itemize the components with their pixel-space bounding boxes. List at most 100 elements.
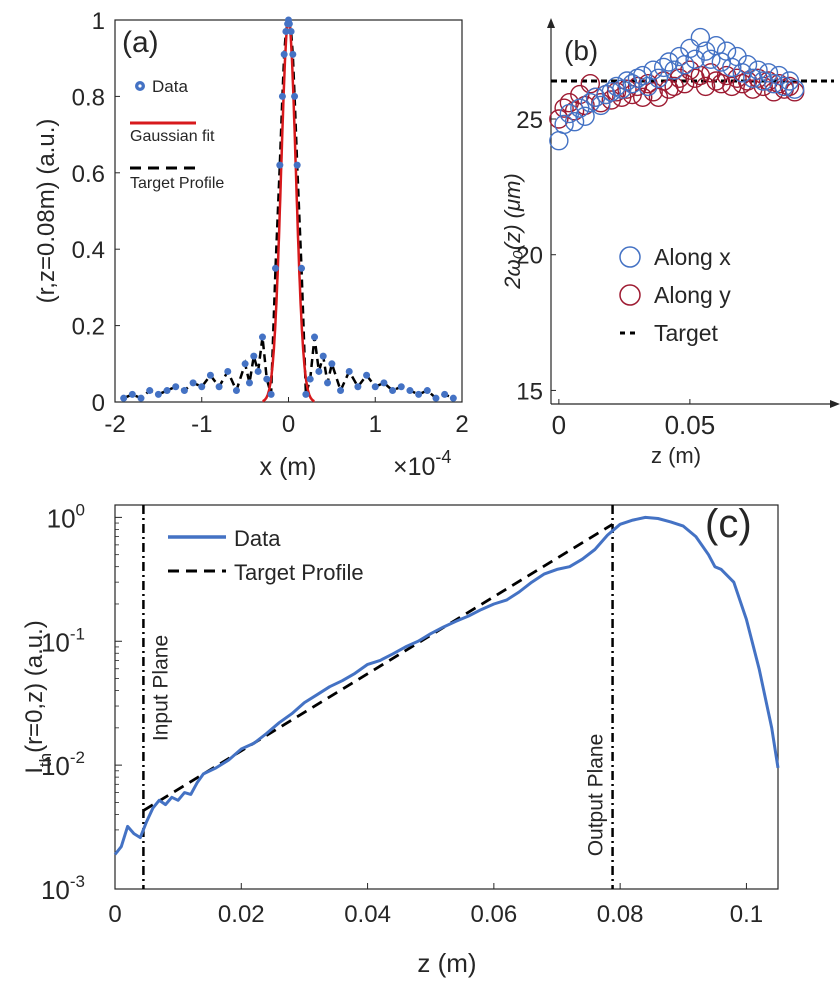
b-along-x-point [685, 49, 705, 69]
a-ytick-label: 0.4 [72, 237, 105, 264]
a-data-point [206, 371, 214, 379]
panel-b-legend: Along x Along y Target [619, 244, 731, 346]
legend-along-x-label: Along x [654, 244, 731, 270]
panel-b: 0 0.05 15 20 25 (b) Along x Along y Target z… [500, 18, 840, 468]
legend-along-y-marker [619, 284, 641, 306]
panel-a-ticks: -2 -1 0 1 2 0 0.2 0.4 0.6 0.8 1 [72, 8, 469, 438]
b-along-y-point [779, 76, 800, 97]
a-data-point [423, 387, 431, 395]
a-data-point [271, 264, 279, 272]
b-along-y-point [549, 109, 569, 129]
panel-c-legend: Data Target Profile [168, 526, 364, 585]
panel-c-plot-area [113, 505, 780, 889]
a-data-point [267, 390, 275, 398]
input-plane-annotation: Input Plane [149, 635, 172, 741]
legend-target-label: Target Profile [130, 175, 224, 192]
b-along-y-point [674, 74, 695, 94]
b-along-x-point [564, 112, 585, 132]
panel-c-ylabel: Ith(r=0,z) (a.u.) [21, 620, 55, 774]
a-data-point [232, 387, 240, 395]
panel-c-axes-box [114, 504, 779, 890]
b-along-x-point [690, 27, 711, 48]
a-data-point [441, 390, 449, 398]
b-along-x-point [680, 38, 700, 59]
a-data-point [180, 387, 188, 395]
c-xtick-label: 0.1 [730, 901, 763, 928]
a-data-point [337, 387, 345, 395]
a-xtick-label: -2 [104, 411, 125, 438]
a-data-point [397, 383, 405, 391]
b-along-y-point [617, 79, 637, 99]
a-data-point [311, 333, 319, 341]
a-data-point [285, 20, 293, 28]
b-along-x-point [601, 82, 621, 102]
legend-c-data-label: Data [234, 526, 281, 551]
a-ytick-label: 1 [92, 8, 105, 35]
a-data-point [302, 390, 310, 398]
c-ytick-label: 10-1 [41, 624, 85, 657]
b-along-x-point [769, 65, 789, 86]
panel-a-label: (a) [122, 26, 159, 59]
c-ytick-label: 100 [47, 500, 85, 533]
b-along-x-point [622, 74, 642, 94]
a-data-point [280, 50, 288, 58]
a-data-point [291, 92, 299, 100]
a-data-point [298, 264, 306, 272]
x-axis-arrow-icon [830, 400, 840, 408]
a-data-point [263, 375, 271, 383]
a-data-point [250, 352, 258, 360]
a-data-point [293, 161, 301, 169]
a-data-point [319, 352, 327, 360]
b-xtick-label: 0 [552, 410, 566, 440]
b-along-y-point [743, 79, 763, 99]
b-along-x-point [606, 76, 627, 97]
panel-c-label: (c) [705, 502, 752, 546]
a-xtick-label: 0 [282, 411, 295, 438]
a-data-point [389, 387, 397, 395]
b-along-y-point [580, 74, 601, 94]
a-ytick-label: 0 [92, 390, 105, 417]
c-ytick-label: 10-3 [41, 872, 85, 905]
a-data-point [198, 383, 206, 391]
b-along-x-point [633, 65, 653, 86]
b-along-x-point [653, 57, 674, 78]
b-along-x-point [591, 95, 611, 116]
panel-a-axes-box [114, 19, 463, 403]
b-along-x-point [774, 76, 794, 97]
a-data-point [163, 387, 171, 395]
b-along-x-point [575, 106, 595, 126]
b-along-x-point [549, 131, 569, 151]
a-data-point [287, 27, 295, 35]
c-xtick-label: 0.08 [597, 901, 644, 928]
b-ytick-label: 25 [516, 107, 543, 134]
b-along-y-point [570, 84, 590, 105]
b-along-x-point [554, 114, 574, 135]
c-data-line [113, 515, 780, 856]
a-data-point [432, 394, 440, 402]
a-data-point [278, 92, 286, 100]
a-data-point [354, 383, 362, 391]
panel-b-plot-area [549, 27, 834, 151]
a-ytick-label: 0.8 [72, 84, 105, 111]
a-ytick-label: 0.2 [72, 314, 105, 341]
panel-b-ylabel: 2ω₀(z) (μm) [500, 173, 525, 289]
a-data-point [371, 383, 379, 391]
b-along-y-point [727, 68, 747, 88]
a-data-point [146, 387, 154, 395]
panel-a-legend: Data Gaussian fit Target Profile [130, 77, 224, 192]
legend-along-y-label: Along y [654, 282, 731, 308]
b-along-x-point [748, 60, 768, 80]
a-data-point [306, 375, 314, 383]
a-data-point [363, 371, 371, 379]
legend-along-x-marker [619, 246, 641, 268]
panel-b-label: (b) [564, 35, 598, 66]
a-data-point [449, 394, 457, 402]
y-axis-arrow-icon [547, 18, 555, 28]
panel-c-xlabel: z (m) [417, 948, 476, 978]
output-plane-annotation: Output Plane [585, 734, 608, 857]
legend-c-target-label: Target Profile [234, 560, 364, 585]
b-along-y-point [606, 82, 627, 102]
c-xtick-label: 0.02 [218, 901, 265, 928]
a-data-point [328, 360, 336, 368]
